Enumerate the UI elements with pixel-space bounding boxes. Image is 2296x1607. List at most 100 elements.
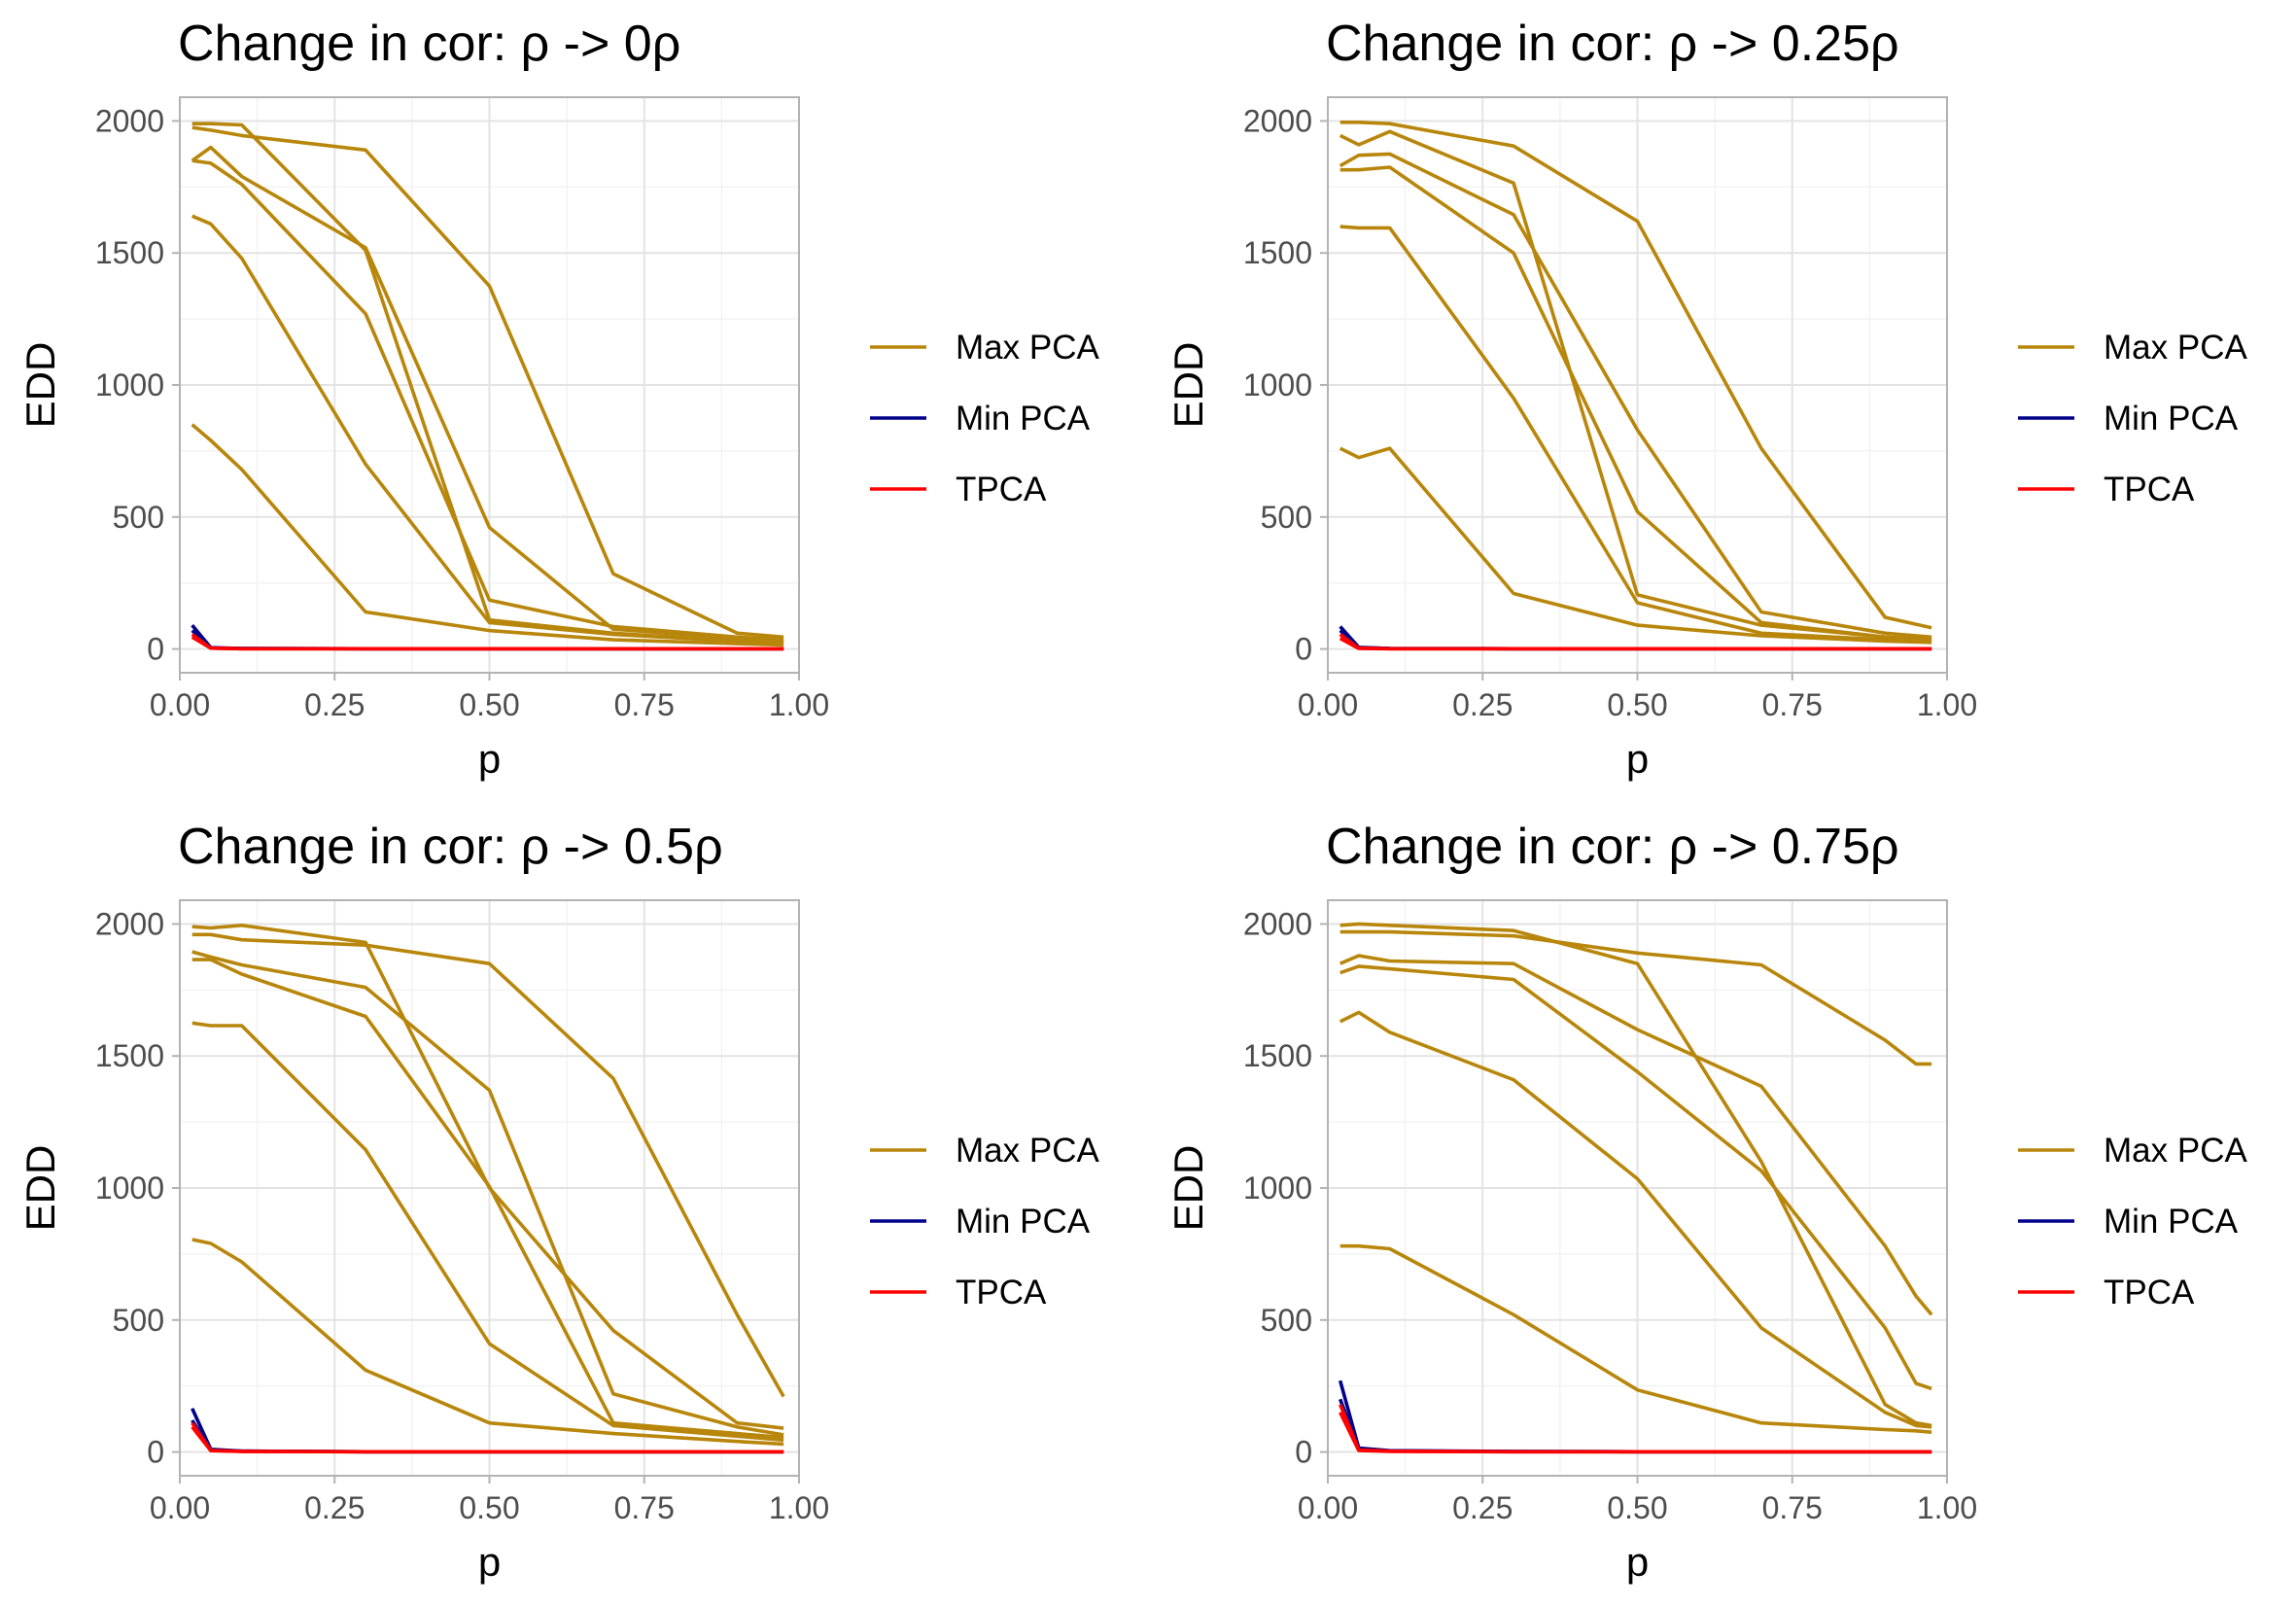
x-tick-label: 1.00 [769,1490,829,1525]
y-tick-label: 2000 [95,103,164,138]
series-line-max-pca-0 [1339,922,1932,1428]
y-tick-label: 500 [113,500,164,535]
chart-panel-0: 0.00 0.25 0.50 0.75 1.00 0 500 1000 1500 2000 p EDD… [0,0,1148,803]
series-line-tpca-9 [191,1425,784,1454]
series-line-tpca-9 [1339,637,1932,651]
y-tick-label: 0 [1295,632,1312,667]
series-line-max-pca-0 [1339,121,1932,630]
series-line-max-pca-5 [1339,446,1932,645]
series-lines [191,924,785,1454]
x-tick-label: 1.00 [769,687,829,722]
x-axis: 0.00 0.25 0.50 0.75 1.00 [1298,1476,1977,1525]
x-tick-label: 0.25 [304,687,365,722]
gridlines [179,900,800,1476]
legend-label: Min PCA [2104,1203,2239,1240]
x-tick-label: 1.00 [1917,687,1977,722]
x-tick-label: 0.75 [1762,1490,1823,1525]
legend: Max PCA Min PCA TPCA [2018,1132,2247,1311]
x-tick-label: 0.00 [150,1490,210,1525]
y-tick-label: 1000 [95,367,164,402]
chart-svg: 0.00 0.25 0.50 0.75 1.00 0 500 1000 1500 2000 p EDD… [17,16,1099,782]
x-tick-label: 0.50 [1607,687,1667,722]
legend-label: Max PCA [2104,329,2247,367]
legend: Max PCA Min PCA TPCA [870,1132,1099,1311]
y-axis: 0 500 1000 1500 2000 [95,906,180,1470]
series-line-max-pca-4 [191,1021,784,1443]
chart-title: Change in cor: ρ -> 0.75ρ [1326,819,1899,875]
legend-label: Min PCA [2104,400,2239,437]
y-axis: 0 500 1000 1500 2000 [1243,906,1328,1470]
y-axis-title: EDD [1165,1145,1211,1232]
x-axis-title: p [478,1539,501,1585]
series-line-max-pca-0 [191,924,784,1430]
series-line-max-pca-5 [191,423,784,647]
legend-label: Min PCA [956,400,1091,437]
series-line-max-pca-2 [1339,152,1932,640]
y-tick-label: 1500 [95,235,164,270]
legend: Max PCA Min PCA TPCA [870,329,1099,508]
legend: Max PCA Min PCA TPCA [2018,329,2247,508]
series-line-max-pca-4 [1339,1010,1932,1429]
x-tick-label: 0.00 [1298,1490,1358,1525]
chart-panel-3: 0.00 0.25 0.50 0.75 1.00 0 500 1000 1500 2000 p EDD… [1148,803,2296,1606]
x-axis-title: p [1626,1539,1649,1585]
x-tick-label: 0.75 [614,1490,675,1525]
legend-label: Max PCA [956,329,1099,367]
y-tick-label: 500 [1261,500,1312,535]
chart-title: Change in cor: ρ -> 0.5ρ [178,819,723,875]
series-line-max-pca-1 [191,125,784,640]
series-line-max-pca-3 [191,158,784,642]
y-tick-label: 1000 [95,1170,164,1205]
y-tick-label: 1000 [1243,367,1312,402]
chart-svg: 0.00 0.25 0.50 0.75 1.00 0 500 1000 1500 2000 p EDD… [1165,819,2247,1585]
x-tick-label: 0.25 [1452,687,1513,722]
y-tick-label: 1000 [1243,1170,1312,1205]
y-tick-label: 2000 [1243,906,1312,941]
x-tick-label: 0.50 [1607,1490,1667,1525]
y-tick-label: 0 [1295,1435,1312,1470]
series-line-max-pca-3 [1339,964,1932,1391]
x-tick-label: 0.50 [459,687,519,722]
legend-label: TPCA [956,1274,1047,1311]
legend-label: Max PCA [2104,1132,2247,1170]
chart-panel-1: 0.00 0.25 0.50 0.75 1.00 0 500 1000 1500 2000 p EDD… [1148,0,2296,803]
x-axis: 0.00 0.25 0.50 0.75 1.00 [150,1476,829,1525]
chart-panel-2: 0.00 0.25 0.50 0.75 1.00 0 500 1000 1500 2000 p EDD… [0,803,1148,1606]
x-tick-label: 0.50 [459,1490,519,1525]
series-line-max-pca-5 [191,1238,784,1447]
x-tick-label: 0.00 [150,687,210,722]
x-tick-label: 0.00 [1298,687,1358,722]
y-tick-label: 2000 [1243,103,1312,138]
y-axis-title: EDD [1165,342,1211,429]
legend-label: Min PCA [956,1203,1091,1240]
y-tick-label: 500 [113,1303,164,1338]
series-line-tpca-9 [191,635,784,651]
y-tick-label: 2000 [95,906,164,941]
y-tick-label: 0 [147,632,164,667]
legend-label: TPCA [2104,1274,2195,1311]
series-line-max-pca-3 [1339,165,1932,642]
x-axis-title: p [1626,736,1649,782]
x-tick-label: 0.75 [614,687,675,722]
y-tick-label: 1500 [1243,235,1312,270]
y-tick-label: 0 [147,1435,164,1470]
series-line-max-pca-4 [191,214,784,645]
chart-title: Change in cor: ρ -> 0.25ρ [1326,16,1899,72]
legend-label: Max PCA [956,1132,1099,1170]
series-lines [191,122,784,651]
x-axis-title: p [478,736,501,782]
y-axis: 0 500 1000 1500 2000 [95,103,180,667]
series-line-tpca-9 [1339,1412,1932,1454]
x-tick-label: 1.00 [1917,1490,1977,1525]
series-line-max-pca-1 [1339,929,1932,1066]
y-axis-title: EDD [17,342,63,429]
legend-label: TPCA [956,471,1047,508]
series-lines [1338,922,1933,1454]
chart-svg: 0.00 0.25 0.50 0.75 1.00 0 500 1000 1500 2000 p EDD… [1165,16,2247,782]
x-axis: 0.00 0.25 0.50 0.75 1.00 [1298,673,1977,722]
series-lines [1339,121,1932,651]
y-tick-label: 500 [1261,1303,1312,1338]
x-tick-label: 0.25 [304,1490,365,1525]
x-axis: 0.00 0.25 0.50 0.75 1.00 [150,673,829,722]
y-tick-label: 1500 [1243,1038,1312,1073]
